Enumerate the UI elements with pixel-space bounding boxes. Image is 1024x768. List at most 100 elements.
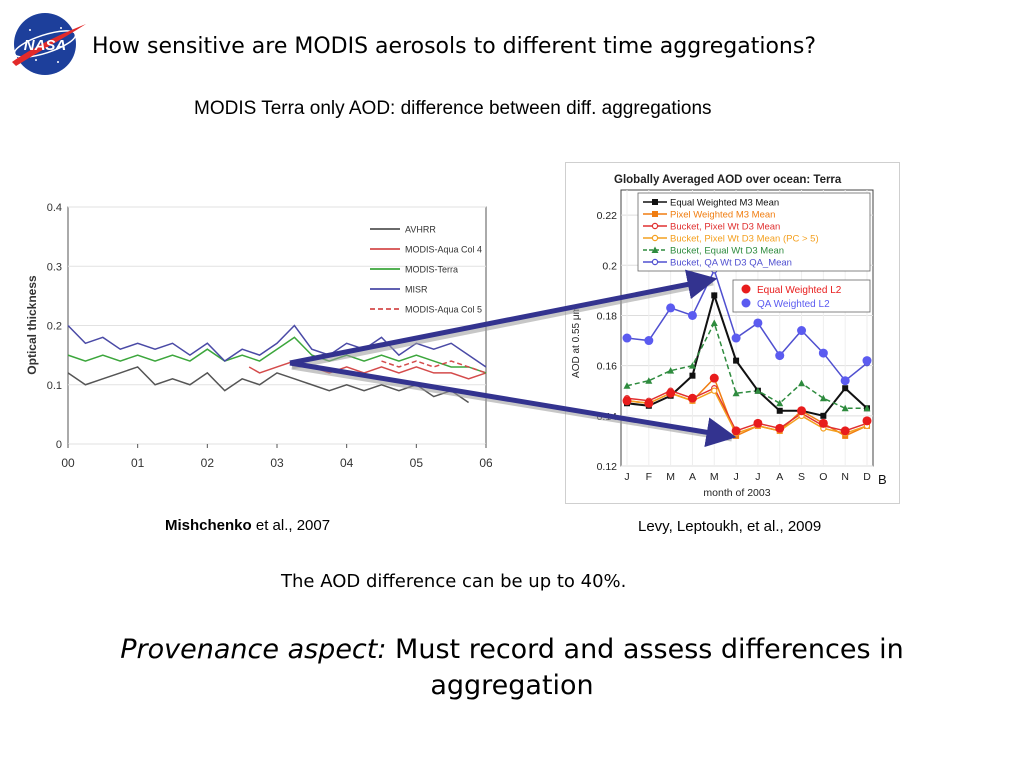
chart-b-point (731, 426, 741, 436)
chart-b-point (741, 298, 751, 308)
chart-b-x-tick: J (755, 471, 760, 483)
nasa-logo: NASA (12, 13, 86, 75)
provenance-statement: Provenance aspect: Must record and asses… (40, 632, 984, 704)
chart-b-point (741, 284, 751, 294)
chart-b-x-tick: S (798, 471, 805, 483)
chart-b-point (818, 418, 828, 428)
chart-b-x-tick: J (624, 471, 629, 483)
chart-b-point (652, 199, 658, 205)
chart-b-point (797, 326, 807, 336)
chart-b-point (644, 398, 654, 408)
provenance-text: Must record and assess differences in ag… (386, 634, 904, 701)
chart-b-point (819, 394, 827, 402)
chart-b-legend-label: Bucket, Pixel Wt D3 Mean (670, 222, 780, 233)
chart-b-point (798, 379, 806, 387)
chart-a-ylabel: Optical thickness (25, 275, 39, 375)
chart-b-point (818, 348, 828, 358)
chart-a-legend-label: MODIS-Terra (405, 265, 458, 275)
chart-b-point (652, 211, 658, 217)
caption-left-rest: et al., 2007 (251, 517, 331, 534)
slide-subtitle: MODIS Terra only AOD: difference between… (194, 98, 712, 119)
provenance-label: Provenance aspect: (120, 634, 387, 665)
chart-b-point (689, 372, 696, 379)
chart-b-x-tick: D (863, 471, 871, 483)
chart-a-y-tick: 0.4 (47, 202, 62, 214)
chart-a-y-tick: 0.2 (47, 321, 62, 333)
chart-b-point (862, 416, 872, 426)
chart-b-point (754, 387, 762, 394)
chart-b-legend-label: Pixel Weighted M3 Mean (670, 210, 775, 221)
chart-b-point (732, 389, 740, 397)
chart-b-legend-label: Bucket, QA Wt D3 QA_Mean (670, 258, 792, 269)
chart-b-legend-label: Equal Weighted M3 Mean (670, 198, 779, 209)
chart-b-point (753, 318, 763, 328)
chart-a-legend-label: MODIS-Aqua Col 5 (405, 305, 482, 315)
nasa-logo-swoosh (12, 24, 86, 66)
chart-b-point (863, 404, 871, 412)
chart-b-x-tick: A (776, 471, 783, 483)
chart-b-point (840, 376, 850, 386)
chart-b-point (820, 412, 827, 419)
chart-b-point (651, 246, 659, 253)
nasa-logo-orbit (13, 30, 77, 58)
chart-b-point (841, 404, 849, 412)
chart-a-x-tick: 06 (479, 456, 492, 470)
chart-a-y-tick: 0.1 (47, 380, 62, 392)
caption-left-author: Mishchenko (165, 517, 252, 534)
chart-b-point (731, 333, 741, 343)
chart-b-x-tick: A (689, 471, 696, 483)
difference-note: The AOD difference can be up to 40%. (281, 571, 627, 592)
slide-title: How sensitive are MODIS aerosols to diff… (92, 34, 817, 59)
chart-b-point (709, 373, 719, 383)
chart-b-legend-label: QA Weighted L2 (757, 299, 830, 310)
chart-b-y-tick: 0.12 (597, 461, 618, 473)
chart-b-y-tick: 0.22 (597, 210, 618, 222)
chart-b-point (651, 258, 659, 266)
chart-b-x-tick: N (841, 471, 849, 483)
chart-a-x-tick: 00 (61, 456, 75, 470)
chart-b-x-tick: J (733, 471, 738, 483)
chart-b-point (776, 399, 784, 407)
chart-b-y-tick: 0.2 (602, 260, 617, 272)
chart-a-y-tick: 0.3 (47, 261, 62, 273)
chart-a-x-tick: 02 (201, 456, 215, 470)
chart-b-point (733, 357, 740, 364)
chart-b-xlabel: month of 2003 (703, 487, 770, 499)
chart-b-point (753, 418, 763, 428)
chart-b-point (687, 310, 697, 320)
chart-b-point (775, 423, 785, 433)
chart-optical-thickness: 0 0.1 0.2 0.3 0.4 00 01 02 03 04 05 06 AVHRR MODIS-A… (25, 202, 492, 470)
nasa-logo-text: NASA (24, 37, 67, 54)
caption-mishchenko: Mishchenko et al., 2007 (165, 517, 330, 534)
chart-b-point (775, 351, 785, 361)
chart-b-point (711, 387, 718, 394)
chart-b-ylabel: AOD at 0.55 μm (571, 306, 582, 378)
chart-b-y-tick: 0.14 (597, 411, 618, 423)
caption-levy: Levy, Leptoukh, et al., 2009 (638, 518, 822, 535)
chart-a-x-tick: 03 (270, 456, 284, 470)
chart-b-point (776, 407, 783, 414)
chart-b-point (862, 356, 872, 366)
chart-b-point (651, 222, 659, 230)
chart-b-y-tick: 0.18 (597, 310, 618, 322)
chart-b-x-tick: F (646, 471, 652, 483)
chart-b-point (711, 292, 718, 299)
chart-b-title: Globally Averaged AOD over ocean: Terra (614, 174, 842, 186)
chart-b-point (840, 426, 850, 436)
chart-b-legend-label: Equal Weighted L2 (757, 285, 842, 296)
chart-b-corner-label: B (878, 472, 887, 487)
chart-b-point (687, 393, 697, 403)
chart-b-point (842, 385, 849, 392)
chart-b-legend-label: Bucket, Pixel Wt D3 Mean (PC > 5) (670, 234, 819, 245)
chart-b-point (666, 303, 676, 313)
chart-b-x-tick: O (819, 471, 827, 483)
chart-a-legend-label: MISR (405, 285, 428, 295)
chart-b-point (622, 396, 632, 406)
chart-b-point (651, 234, 659, 242)
chart-b-x-tick: M (666, 471, 675, 483)
chart-a-x-tick: 04 (340, 456, 354, 470)
chart-a-x-tick: 01 (131, 456, 145, 470)
chart-b-point (644, 336, 654, 346)
chart-b-point (666, 388, 676, 398)
chart-a-x-tick: 05 (410, 456, 424, 470)
